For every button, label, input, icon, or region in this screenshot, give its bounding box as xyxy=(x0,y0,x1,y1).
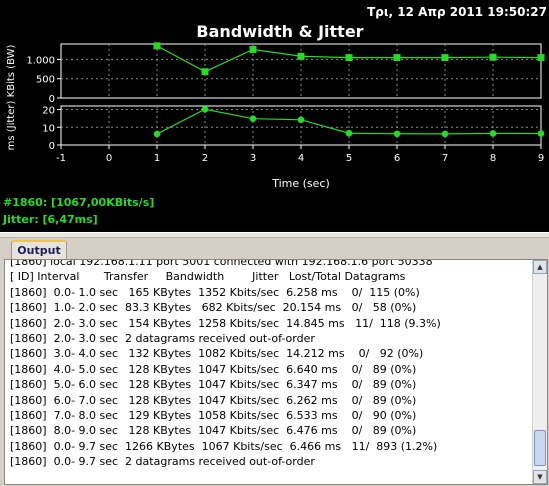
jitter-summary: Jitter: [6,47ms] xyxy=(3,213,98,226)
data-point xyxy=(441,130,449,138)
log-line: [1860] 0.0- 9.7 sec 2 datagrams received… xyxy=(10,455,315,469)
scrollbar-thumb[interactable] xyxy=(534,430,546,466)
log-line: [1860] 3.0- 4.0 sec 132 KBytes 1082 Kbit… xyxy=(10,347,424,361)
chart-title: Bandwidth & Jitter xyxy=(196,22,363,41)
x-tick-label: 0 xyxy=(106,153,112,164)
data-point xyxy=(537,130,545,137)
log-line: [1860] local 192.168.1.11 port 5001 conn… xyxy=(10,259,433,268)
data-point xyxy=(345,54,353,62)
x-tick-label: 7 xyxy=(442,153,448,164)
x-axis-label: Time (sec) xyxy=(271,177,330,190)
log-line: [1860] 1.0- 2.0 sec 83.3 KBytes 682 Kbit… xyxy=(10,301,417,315)
y-tick-label: 10 xyxy=(42,123,55,134)
y-axis-label: ms (Jitter) xyxy=(6,101,17,151)
y-tick-label: 0 xyxy=(49,94,55,105)
x-tick-label: 2 xyxy=(202,153,208,164)
y-tick-label: 1.000 xyxy=(26,55,55,66)
chart-panel: Bandwidth & Jitter 0 500 1.000 KBits (BW) 0 10… xyxy=(0,0,549,232)
y-tick-label: 20 xyxy=(42,106,55,117)
x-tick-label: 6 xyxy=(394,153,400,164)
log-line: [1860] 0.0- 1.0 sec 165 KBytes 1352 Kbit… xyxy=(10,285,420,299)
data-point xyxy=(297,116,305,124)
log-scrollbar[interactable]: ▲ ▼ xyxy=(532,260,547,484)
log-line: [1860] 2.0- 3.0 sec 154 KBytes 1258 Kbit… xyxy=(10,316,441,330)
data-point xyxy=(393,54,401,62)
y-axis-label: KBits (BW) xyxy=(6,45,17,98)
data-point xyxy=(249,115,257,122)
scroll-up-button[interactable]: ▲ xyxy=(533,260,547,274)
scroll-down-button[interactable]: ▼ xyxy=(533,470,547,484)
data-point xyxy=(153,42,161,50)
data-point xyxy=(345,129,353,137)
datetime-label: Τρι, 12 Απρ 2011 19:50:27 xyxy=(367,5,547,19)
log-line: [1860] 2.0- 3.0 sec 2 datagrams received… xyxy=(10,331,315,345)
x-tick-label: 3 xyxy=(250,153,256,164)
data-point xyxy=(393,130,401,138)
tab-output[interactable]: Output xyxy=(11,240,67,259)
data-point xyxy=(153,130,161,138)
data-point xyxy=(441,54,449,62)
data-point xyxy=(201,68,209,76)
log-line: [1860] 8.0- 9.0 sec 128 KBytes 1047 Kbit… xyxy=(10,424,417,438)
output-log: [1860] local 192.168.1.11 port 5001 conn… xyxy=(4,259,548,485)
x-tick-label: 4 xyxy=(298,153,304,164)
log-lines: [1860] local 192.168.1.11 port 5001 conn… xyxy=(10,259,530,469)
x-tick-label: 1 xyxy=(154,153,160,164)
x-tick-label: 9 xyxy=(538,153,544,164)
log-line: [1860] 6.0- 7.0 sec 128 KBytes 1047 Kbit… xyxy=(10,393,417,407)
data-point xyxy=(201,105,209,113)
data-point xyxy=(489,53,497,61)
log-line: [ ID] Interval Transfer Bandwidth Jitter… xyxy=(10,270,406,284)
x-tick-label: 5 xyxy=(346,153,352,164)
y-tick-label: 500 xyxy=(36,75,55,86)
data-point xyxy=(489,130,497,137)
data-point xyxy=(537,54,545,62)
x-tick-label: -1 xyxy=(56,153,66,164)
x-tick-label: 8 xyxy=(490,153,496,164)
log-line: [1860] 4.0- 5.0 sec 128 KBytes 1047 Kbit… xyxy=(10,362,417,376)
log-line: [1860] 0.0- 9.7 sec 1266 KBytes 1067 Kbi… xyxy=(10,439,438,453)
splitter[interactable] xyxy=(0,232,549,238)
log-line: [1860] 5.0- 6.0 sec 128 KBytes 1047 Kbit… xyxy=(10,378,417,392)
y-tick-label: 0 xyxy=(49,141,55,152)
data-point xyxy=(249,45,257,53)
log-line: [1860] 7.0- 8.0 sec 129 KBytes 1058 Kbit… xyxy=(10,408,417,422)
bandwidth-summary: #1860: [1067,00KBits/s] xyxy=(3,196,155,209)
data-point xyxy=(297,52,305,60)
